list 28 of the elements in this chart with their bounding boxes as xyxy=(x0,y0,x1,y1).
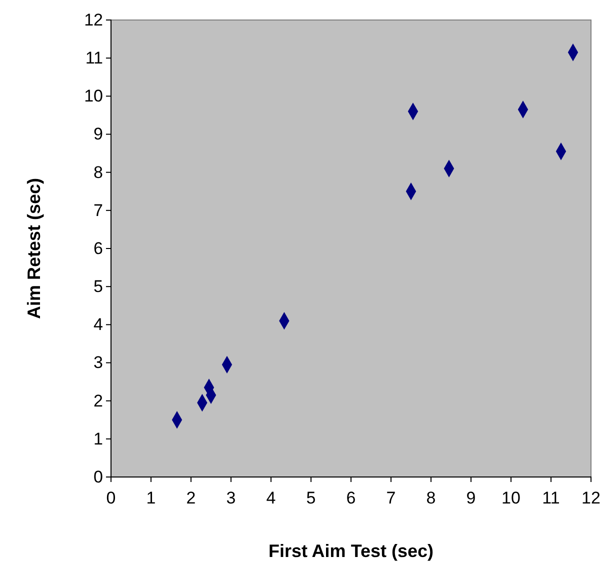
y-tick-label: 2 xyxy=(94,391,103,410)
x-axis-title: First Aim Test (sec) xyxy=(268,541,434,561)
y-tick-label: 1 xyxy=(94,429,103,448)
y-tick-label: 5 xyxy=(94,277,103,296)
x-tick-label: 1 xyxy=(146,488,156,508)
x-tick-label: 10 xyxy=(502,488,520,508)
x-tick-label: 9 xyxy=(466,488,476,508)
x-tick-label: 12 xyxy=(582,488,600,508)
x-tick-label: 7 xyxy=(386,488,396,508)
y-tick-label: 8 xyxy=(94,162,103,182)
x-tick-label: 5 xyxy=(306,488,316,508)
x-tick-label: 3 xyxy=(226,488,236,508)
y-tick-label: 4 xyxy=(94,315,103,334)
y-tick-label: 7 xyxy=(94,200,103,220)
x-tick-label: 4 xyxy=(266,488,276,508)
y-tick-label: 3 xyxy=(94,353,103,372)
x-tick-label: 2 xyxy=(186,488,196,508)
x-tick-label: 11 xyxy=(542,488,560,508)
y-tick-label: 0 xyxy=(94,467,103,486)
y-axis-title: Aim Retest (sec) xyxy=(24,178,44,320)
x-tick-label: 0 xyxy=(106,488,116,508)
y-tick-label: 9 xyxy=(94,124,103,144)
y-tick-label: 12 xyxy=(84,10,103,30)
x-tick-label: 8 xyxy=(426,488,436,508)
y-tick-label: 11 xyxy=(85,48,103,68)
x-tick-label: 6 xyxy=(346,488,356,508)
y-tick-label: 6 xyxy=(94,238,103,258)
y-tick-label: 10 xyxy=(84,86,103,106)
